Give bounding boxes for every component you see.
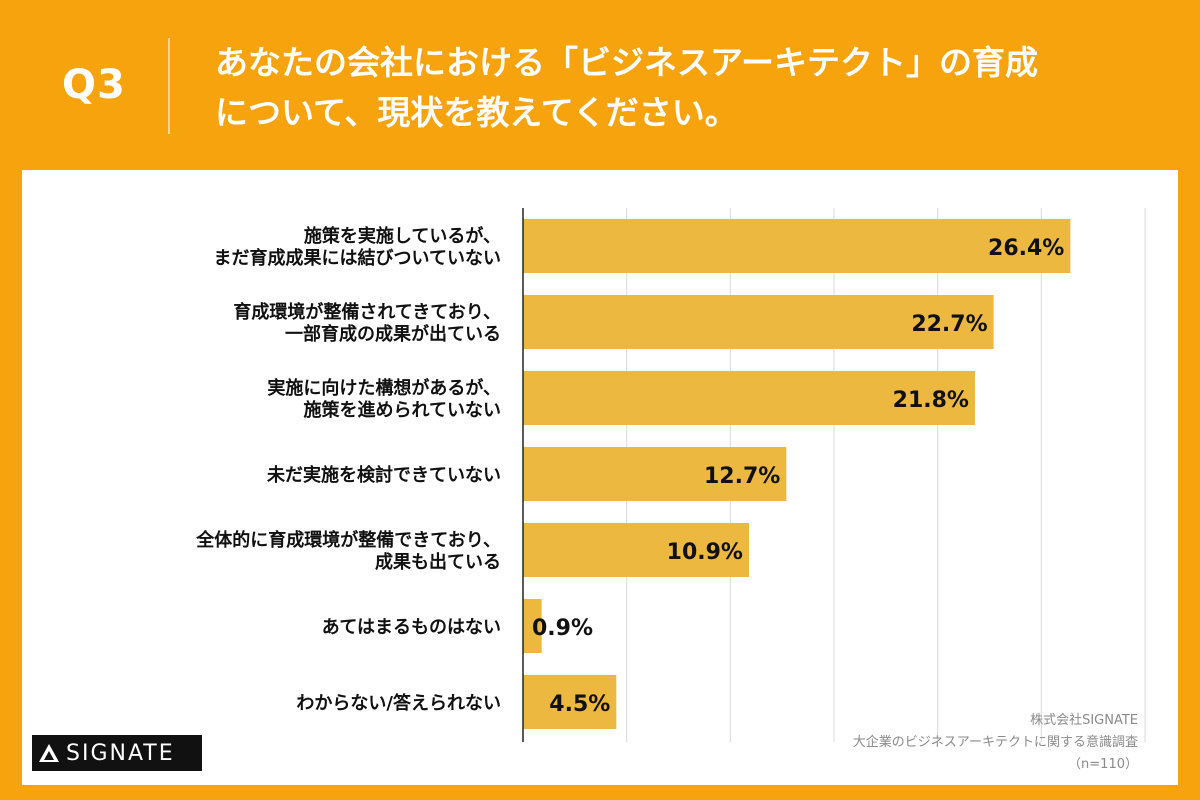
- signate-logo: SIGNATE: [32, 735, 202, 771]
- data-label: 10.9%: [667, 540, 743, 565]
- category-label: 成果も出ている: [375, 551, 501, 573]
- bar: [523, 295, 994, 349]
- bar: [523, 523, 749, 577]
- question-title: あなたの会社における「ビジネスアーキテクト」の育成 について、現状を教えてくださ…: [215, 43, 1039, 132]
- header: Q3 あなたの会社における「ビジネスアーキテクト」の育成 について、現状を教えて…: [0, 0, 1200, 165]
- data-label: 0.9%: [532, 616, 593, 641]
- bar: [523, 599, 542, 653]
- logo-text: SIGNATE: [66, 740, 175, 766]
- header-divider: [168, 38, 170, 134]
- credit-survey: 大企業のビジネスアーキテクトに関する意識調査: [852, 735, 1138, 750]
- credit-company: 株式会社SIGNATE: [1030, 713, 1138, 728]
- credit-sample-size: （n=110）: [1068, 757, 1138, 772]
- category-label: わからない/答えられない: [296, 692, 501, 714]
- category-label: 育成環境が整備されてきており、: [233, 301, 501, 323]
- signate-triangle-icon: [32, 735, 66, 771]
- category-label: 施策を実施しているが、: [304, 225, 501, 247]
- data-label: 26.4%: [988, 236, 1064, 261]
- data-label: 4.5%: [549, 692, 610, 717]
- category-label: まだ育成成果には結びついていない: [214, 247, 501, 269]
- category-label: あてはまるものはない: [322, 617, 501, 638]
- category-label: 全体的に育成環境が整備できており、: [195, 529, 501, 551]
- bar: [523, 447, 787, 501]
- data-label: 12.7%: [704, 464, 780, 489]
- chart-panel: 26.4% 施策を実施しているが、 まだ育成成果には結びついていない 22.7% 育成環…: [22, 170, 1178, 785]
- bar: [523, 675, 617, 729]
- bar: [523, 219, 1071, 273]
- data-label: 22.7%: [911, 312, 987, 337]
- bar: [523, 371, 975, 425]
- category-label: 未だ実施を検討できていない: [267, 464, 501, 486]
- category-label: 実施に向けた構想があるが、: [267, 377, 501, 399]
- category-label: 施策を進められていない: [304, 399, 501, 421]
- bar-chart: 26.4% 施策を実施しているが、まだ育成成果には結びついていない 22.7% 育成環…: [195, 208, 1146, 742]
- data-label: 21.8%: [893, 388, 969, 413]
- question-number: Q3: [62, 62, 126, 108]
- category-label: 一部育成の成果が出ている: [285, 323, 501, 345]
- survey-credit: 株式会社SIGNATE 大企業のビジネスアーキテクトに関する意識調査 （n=11…: [718, 710, 1138, 776]
